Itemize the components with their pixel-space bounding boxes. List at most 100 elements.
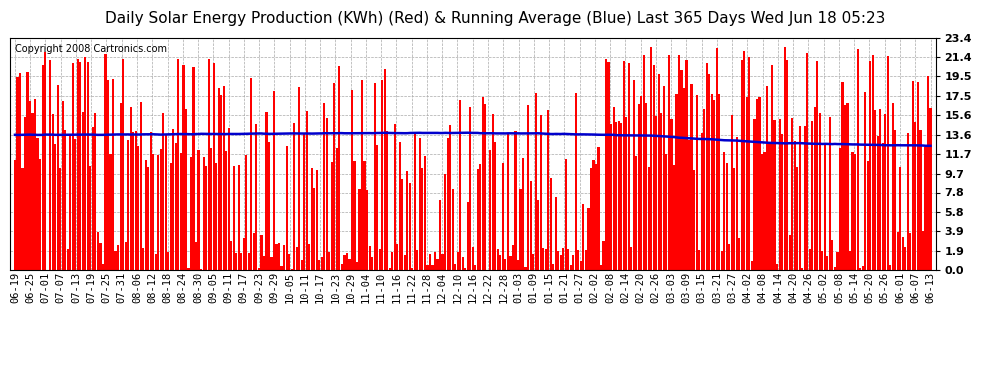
Bar	[781, 134, 783, 270]
Bar	[22, 168, 24, 270]
Bar	[912, 81, 914, 270]
Bar	[414, 133, 416, 270]
Bar	[66, 249, 69, 270]
Bar	[494, 141, 496, 270]
Bar	[630, 247, 633, 270]
Bar	[350, 90, 353, 270]
Bar	[721, 251, 723, 270]
Bar	[899, 167, 902, 270]
Bar	[489, 150, 491, 270]
Bar	[170, 163, 172, 270]
Bar	[492, 114, 494, 270]
Bar	[570, 265, 572, 270]
Bar	[37, 138, 39, 270]
Bar	[132, 132, 135, 270]
Bar	[783, 47, 786, 270]
Bar	[419, 138, 421, 270]
Bar	[741, 60, 742, 270]
Bar	[383, 69, 386, 270]
Bar	[587, 209, 589, 270]
Bar	[451, 189, 453, 270]
Bar	[610, 124, 612, 270]
Bar	[675, 94, 677, 270]
Bar	[326, 118, 328, 270]
Bar	[761, 154, 763, 270]
Bar	[180, 153, 182, 270]
Text: Daily Solar Energy Production (KWh) (Red) & Running Average (Blue) Last 365 Days: Daily Solar Energy Production (KWh) (Red…	[105, 11, 885, 26]
Bar	[718, 94, 721, 270]
Bar	[238, 165, 240, 270]
Bar	[51, 114, 53, 270]
Bar	[469, 107, 471, 270]
Bar	[329, 252, 331, 270]
Bar	[107, 80, 109, 270]
Bar	[175, 143, 177, 270]
Bar	[930, 108, 932, 270]
Bar	[303, 133, 305, 270]
Bar	[236, 253, 238, 270]
Bar	[575, 93, 577, 270]
Bar	[409, 183, 411, 270]
Bar	[459, 100, 461, 270]
Bar	[917, 82, 919, 270]
Bar	[154, 254, 156, 270]
Bar	[776, 264, 778, 270]
Bar	[92, 126, 94, 270]
Bar	[231, 241, 233, 270]
Bar	[882, 144, 884, 270]
Bar	[200, 269, 202, 270]
Bar	[729, 244, 731, 270]
Bar	[82, 112, 84, 270]
Bar	[260, 235, 262, 270]
Bar	[157, 155, 159, 270]
Bar	[856, 49, 858, 270]
Bar	[851, 152, 853, 270]
Bar	[745, 97, 748, 270]
Bar	[39, 159, 42, 270]
Bar	[215, 163, 217, 270]
Bar	[167, 252, 169, 270]
Bar	[595, 164, 597, 270]
Bar	[804, 126, 806, 270]
Bar	[706, 63, 708, 270]
Bar	[14, 160, 16, 270]
Bar	[182, 65, 184, 270]
Bar	[585, 250, 587, 270]
Bar	[331, 162, 333, 270]
Bar	[796, 167, 798, 270]
Bar	[829, 117, 831, 270]
Bar	[471, 247, 474, 270]
Bar	[778, 118, 781, 270]
Bar	[203, 157, 205, 270]
Bar	[353, 160, 355, 270]
Bar	[69, 135, 71, 270]
Bar	[250, 78, 252, 270]
Bar	[79, 62, 81, 270]
Bar	[437, 260, 439, 270]
Bar	[120, 103, 122, 270]
Bar	[346, 254, 348, 270]
Bar	[474, 265, 476, 270]
Bar	[650, 46, 652, 270]
Bar	[406, 171, 409, 270]
Bar	[27, 72, 29, 270]
Bar	[366, 190, 368, 270]
Bar	[736, 137, 738, 270]
Bar	[324, 103, 326, 270]
Bar	[817, 61, 819, 270]
Bar	[394, 124, 396, 270]
Bar	[187, 268, 189, 270]
Bar	[866, 161, 868, 270]
Bar	[907, 132, 909, 270]
Bar	[543, 248, 545, 270]
Bar	[854, 154, 856, 270]
Bar	[64, 130, 66, 270]
Bar	[557, 251, 559, 270]
Bar	[306, 111, 308, 270]
Bar	[422, 168, 424, 270]
Bar	[673, 165, 675, 270]
Bar	[296, 248, 298, 270]
Bar	[411, 268, 414, 270]
Bar	[811, 121, 814, 270]
Bar	[515, 130, 517, 270]
